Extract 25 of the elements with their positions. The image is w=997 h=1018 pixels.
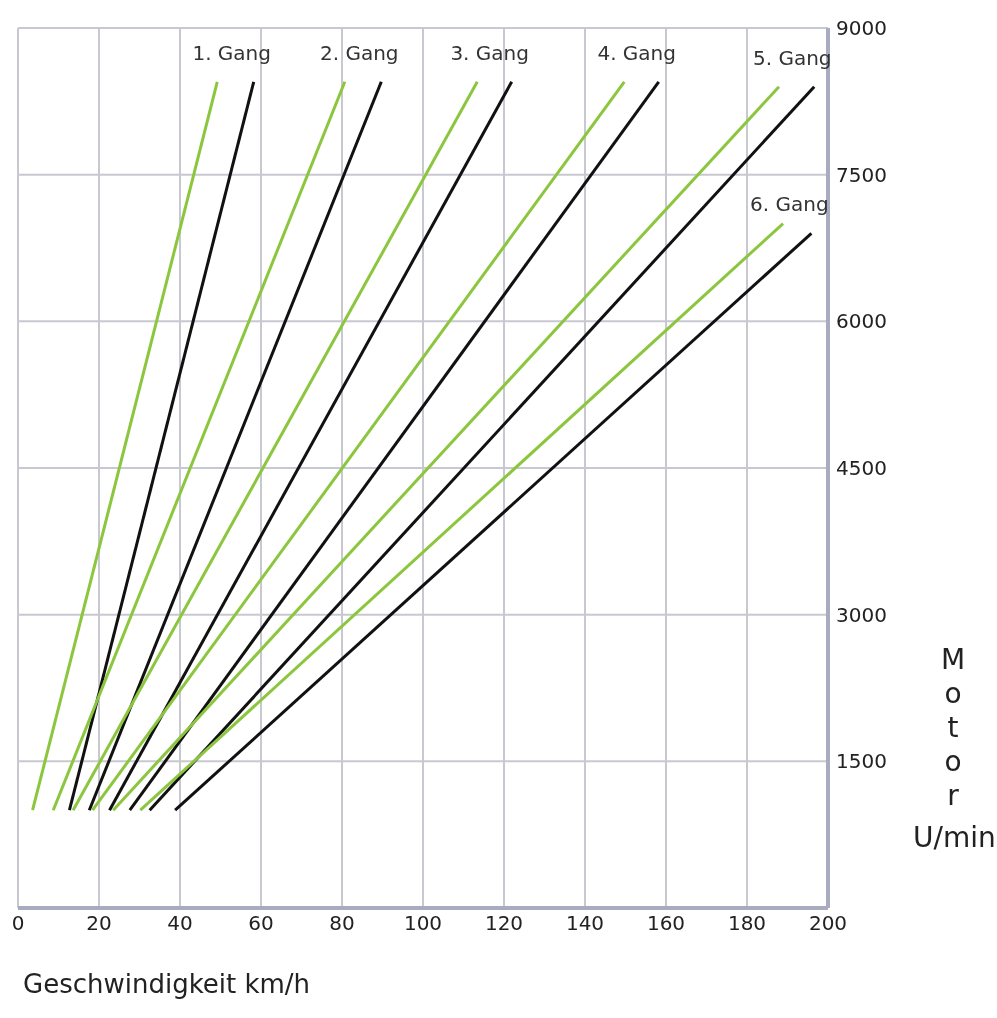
y-tick-label: 4500 xyxy=(836,456,887,481)
x-tick-label: 20 xyxy=(86,911,112,936)
series-label: 2. Gang xyxy=(320,40,399,65)
x-tick-label: 80 xyxy=(329,911,355,936)
y-tick-label: 9000 xyxy=(836,16,887,41)
series-label: 5. Gang xyxy=(752,45,832,70)
x-tick-label: 100 xyxy=(403,911,443,936)
series-label: 4. Gang xyxy=(597,40,676,65)
series-label: 3. Gang xyxy=(450,40,529,65)
x-axis-title: Geschwindigkeit km/h xyxy=(23,969,311,999)
x-tick-label: 40 xyxy=(167,911,193,936)
y-tick-label: 3000 xyxy=(836,602,887,627)
x-tick-label: 140 xyxy=(565,911,605,936)
x-tick-label: 120 xyxy=(484,911,524,936)
x-tick-label: 200 xyxy=(808,911,848,936)
x-tick-label: 0 xyxy=(11,911,25,936)
x-tick-label: 180 xyxy=(727,911,767,936)
x-tick-label: 60 xyxy=(248,911,274,936)
y-tick-label: 6000 xyxy=(836,309,887,334)
y-tick-label: 7500 xyxy=(836,162,887,187)
y-tick-label: 1500 xyxy=(836,749,887,774)
series-label: 6. Gang xyxy=(750,192,829,217)
series-label: 1. Gang xyxy=(192,40,271,65)
x-tick-label: 160 xyxy=(646,911,686,936)
y-axis-title: Motor U/min xyxy=(913,643,996,855)
